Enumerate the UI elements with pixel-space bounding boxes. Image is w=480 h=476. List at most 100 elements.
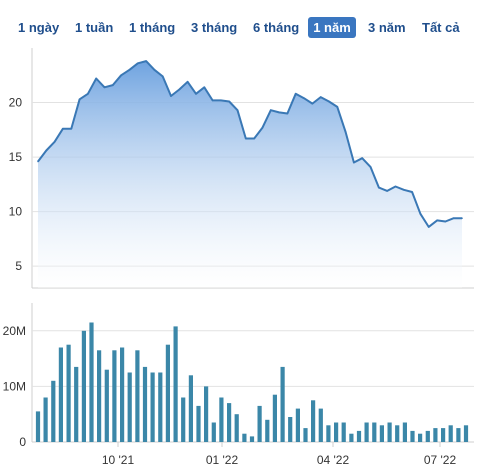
price-point: [37, 160, 39, 163]
range-selector: 1 ngày 1 tuần 1 tháng 3 tháng 6 tháng 1 …: [0, 17, 480, 41]
price-point: [145, 60, 147, 62]
price-point: [286, 112, 289, 115]
price-point: [220, 99, 222, 102]
volume-bar: [196, 405, 201, 442]
volume-bar: [379, 425, 384, 442]
price-point: [195, 93, 197, 95]
volume-bar: [425, 430, 430, 442]
volume-bar: [188, 375, 193, 442]
price-point: [103, 86, 106, 89]
volume-bar: [295, 408, 300, 442]
price-point: [128, 69, 131, 71]
volume-bar: [441, 428, 446, 442]
volume-bar: [265, 419, 270, 442]
x-tick-label: 10 '21: [102, 453, 135, 467]
price-point: [137, 62, 139, 65]
range-all-button[interactable]: Tất cả: [422, 20, 460, 35]
volume-bar: [418, 433, 423, 442]
range-1-month-button[interactable]: 1 tháng: [129, 20, 176, 35]
price-point: [186, 81, 189, 83]
volume-bar: [181, 397, 186, 442]
range-1-week-button[interactable]: 1 tuần: [75, 20, 114, 35]
price-point: [461, 217, 463, 219]
price-point: [236, 109, 239, 111]
volume-bar: [326, 425, 331, 442]
price-point: [427, 226, 430, 228]
volume-bar: [318, 408, 323, 442]
price-point: [78, 98, 81, 101]
x-tick-label: 04 '22: [317, 453, 350, 467]
price-point: [53, 141, 56, 143]
volume-bar: [364, 422, 369, 442]
range-1-year-button[interactable]: 1 năm: [308, 17, 356, 38]
volume-bar: [150, 372, 155, 442]
price-point: [386, 190, 389, 192]
price-point: [419, 213, 422, 215]
price-point: [369, 166, 372, 168]
price-point: [261, 126, 264, 129]
volume-bar: [349, 433, 354, 442]
volume-bar: [211, 422, 216, 442]
range-6-months-button[interactable]: 6 tháng: [253, 20, 300, 35]
volume-bar: [74, 366, 79, 442]
price-y-tick-label: 20: [9, 96, 23, 110]
price-point: [411, 191, 413, 193]
range-3-months-button[interactable]: 3 tháng: [191, 20, 238, 35]
price-point: [153, 69, 156, 71]
price-point: [311, 102, 314, 105]
range-1-day-button[interactable]: 1 ngày: [18, 20, 60, 35]
price-point: [319, 96, 322, 98]
price-point: [328, 100, 330, 103]
price-point: [344, 131, 347, 133]
price-point: [170, 95, 172, 97]
volume-bar: [372, 422, 377, 442]
volume-bar: [334, 422, 339, 442]
volume-bar: [402, 422, 407, 442]
price-point: [270, 109, 272, 111]
price-panel: 5 10 15 20: [9, 48, 474, 289]
volume-bar: [58, 347, 63, 442]
price-point: [403, 189, 405, 191]
price-point: [161, 75, 164, 78]
volume-bar: [249, 436, 255, 442]
price-point: [336, 106, 339, 108]
volume-bar: [165, 344, 170, 442]
volume-bar: [51, 380, 56, 442]
volume-bar: [272, 394, 277, 442]
volume-bar: [219, 397, 224, 442]
volume-bar: [173, 326, 178, 442]
volume-bar: [242, 433, 247, 442]
volume-bar: [120, 347, 125, 442]
price-point: [245, 137, 247, 140]
volume-bar: [104, 369, 109, 442]
volume-bar: [311, 400, 316, 442]
price-point: [62, 127, 64, 130]
price-line: [37, 60, 462, 228]
volume-bar: [341, 422, 346, 442]
volume-bar: [112, 350, 117, 442]
volume-bar: [257, 405, 262, 442]
price-y-tick-label: 10: [9, 205, 23, 219]
volume-bar: [127, 372, 132, 442]
volume-bar: [135, 350, 140, 442]
range-3-years-button[interactable]: 3 năm: [368, 20, 406, 35]
volume-bar: [234, 414, 239, 442]
price-point: [378, 186, 380, 189]
volume-bar: [448, 425, 453, 442]
volume-bar: [433, 428, 438, 442]
volume-bar: [66, 344, 71, 442]
volume-bar: [35, 411, 41, 442]
price-y-tick-label: 5: [15, 259, 22, 273]
price-point: [444, 220, 447, 223]
volume-bar: [356, 430, 362, 442]
volume-bar: [387, 422, 392, 442]
volume-bar: [410, 430, 415, 442]
price-point: [278, 111, 280, 114]
price-area: [38, 61, 462, 288]
price-point: [228, 100, 230, 103]
x-axis: 10 '21 01 '22 04 '22 07 '22: [102, 442, 456, 467]
price-point: [95, 77, 97, 80]
volume-bar: [395, 425, 400, 442]
price-point: [353, 161, 355, 164]
